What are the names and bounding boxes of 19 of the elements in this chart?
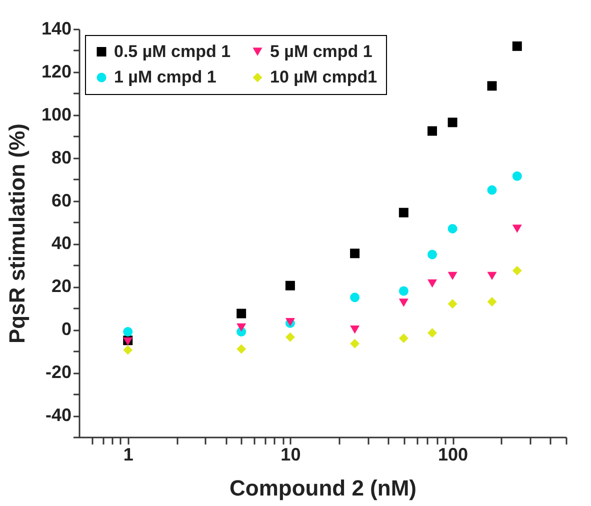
x-tick-label: 100 — [438, 444, 468, 464]
x-axis-title: Compound 2 (nM) — [230, 476, 416, 500]
y-tick-label: 60 — [51, 190, 72, 210]
legend-label: 0.5 µM cmpd 1 — [114, 42, 231, 61]
y-tick-label: 0 — [61, 319, 72, 340]
y-tick-label: 100 — [41, 104, 72, 124]
legend-label: 10 µM cmpd1 — [270, 68, 378, 86]
y-tick-label: 120 — [41, 61, 72, 82]
y-tick-label: 40 — [51, 233, 72, 254]
y-tick-label: -40 — [45, 405, 72, 426]
legend-label: 1 µM cmpd 1 — [114, 68, 216, 86]
y-axis-title: PqsR stimulation (%) — [4, 123, 30, 344]
y-tick-label: 80 — [51, 147, 72, 168]
x-tick-label: 1 — [123, 444, 134, 464]
legend-label: 5 µM cmpd 1 — [270, 42, 372, 61]
y-tick-label: -20 — [45, 362, 72, 382]
y-tick-label: 140 — [41, 18, 72, 38]
y-tick-label: 20 — [51, 276, 72, 296]
x-tick-label: 10 — [280, 444, 301, 464]
